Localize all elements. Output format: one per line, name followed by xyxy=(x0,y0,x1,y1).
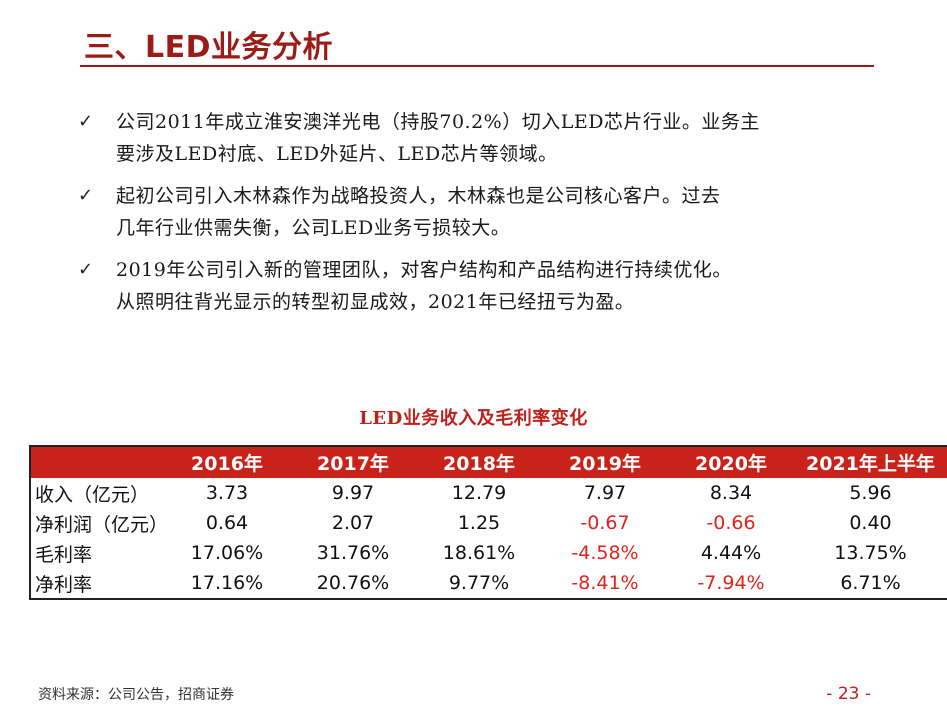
column-header: 2019年 xyxy=(542,446,668,478)
table-cell: 12.79 xyxy=(451,482,507,504)
led-business-table: 2016年 2017年 2018年 2019年 2020年 2021年上半年 收… xyxy=(29,445,947,600)
bullet-text-line: 要涉及LED衬底、LED外延片、LED芯片等领域。 xyxy=(116,143,558,165)
check-icon: ✓ xyxy=(78,259,94,280)
table-cell: 1.25 xyxy=(457,512,501,534)
bullet-item: ✓ 起初公司引入木林森作为战略投资人，木林森也是公司核心客户。过去 几年行业供需… xyxy=(78,180,878,244)
table-header-row: 2016年 2017年 2018年 2019年 2020年 2021年上半年 xyxy=(30,446,947,478)
check-icon: ✓ xyxy=(78,185,94,206)
bullet-text-line: 从照明往背光显示的转型初显成效，2021年已经扭亏为盈。 xyxy=(116,291,635,313)
bullet-text-line: 2019年公司引入新的管理团队，对客户结构和产品结构进行持续优化。 xyxy=(116,259,732,281)
page-number: - 23 - xyxy=(826,684,871,704)
table-row: 收入（亿元） 3.73 9.97 12.79 7.97 8.34 5.96 xyxy=(30,478,947,508)
bullet-text-line: 几年行业供需失衡，公司LED业务亏损较大。 xyxy=(116,217,511,239)
table-cell: 9.77% xyxy=(448,572,510,594)
slide-title: 三、LED业务分析 xyxy=(84,30,334,65)
row-label: 净利润（亿元） xyxy=(35,513,169,536)
table-cell: 0.40 xyxy=(849,512,892,534)
bullet-item: ✓ 公司2011年成立淮安澳洋光电（持股70.2%）切入LED芯片行业。业务主 … xyxy=(78,106,878,170)
bullet-text-line: 起初公司引入木林森作为战略投资人，木林森也是公司核心客户。过去 xyxy=(116,185,721,207)
row-label: 收入（亿元） xyxy=(35,483,150,506)
bullet-list: ✓ 公司2011年成立淮安澳洋光电（持股70.2%）切入LED芯片行业。业务主 … xyxy=(78,106,878,328)
table-cell: 3.73 xyxy=(205,482,249,504)
table-title: LED业务收入及毛利率变化 xyxy=(359,408,588,429)
table-cell: -0.67 xyxy=(580,512,630,534)
row-label: 毛利率 xyxy=(35,543,93,566)
table-row: 净利润（亿元） 0.64 2.07 1.25 -0.67 -0.66 0.40 xyxy=(30,508,947,538)
table-cell: -7.94% xyxy=(697,572,765,594)
column-header: 2018年 xyxy=(416,446,542,478)
table-cell: 7.97 xyxy=(583,482,627,504)
table-cell: 5.96 xyxy=(849,482,892,504)
check-icon: ✓ xyxy=(78,111,94,132)
column-header: 2017年 xyxy=(290,446,416,478)
table-cell: 8.34 xyxy=(709,482,753,504)
source-note: 资料来源：公司公告，招商证券 xyxy=(38,687,234,703)
table-cell: 2.07 xyxy=(331,512,375,534)
title-divider xyxy=(80,65,874,67)
table-cell: 20.76% xyxy=(316,572,390,594)
table-cell: -4.58% xyxy=(571,542,639,564)
column-header: 2021年上半年 xyxy=(794,446,947,478)
table-row: 毛利率 17.06% 31.76% 18.61% -4.58% 4.44% 13.75% xyxy=(30,538,947,568)
column-header xyxy=(30,446,164,478)
table-row: 净利率 17.16% 20.76% 9.77% -8.41% -7.94% 6.71% xyxy=(30,568,947,599)
table-cell: 17.16% xyxy=(190,572,264,594)
row-label: 净利率 xyxy=(35,573,93,596)
table-cell: -8.41% xyxy=(571,572,639,594)
table-cell: -0.66 xyxy=(706,512,756,534)
table-cell: 31.76% xyxy=(316,542,390,564)
column-header: 2020年 xyxy=(668,446,794,478)
table-cell: 17.06% xyxy=(190,542,264,564)
table-cell: 6.71% xyxy=(840,572,901,594)
table-cell: 13.75% xyxy=(834,542,907,564)
bullet-item: ✓ 2019年公司引入新的管理团队，对客户结构和产品结构进行持续优化。 从照明往… xyxy=(78,254,878,318)
column-header: 2016年 xyxy=(164,446,290,478)
table-cell: 4.44% xyxy=(700,542,762,564)
table-cell: 0.64 xyxy=(205,512,249,534)
table-cell: 9.97 xyxy=(331,482,375,504)
bullet-text-line: 公司2011年成立淮安澳洋光电（持股70.2%）切入LED芯片行业。业务主 xyxy=(116,111,760,133)
table-cell: 18.61% xyxy=(442,542,516,564)
